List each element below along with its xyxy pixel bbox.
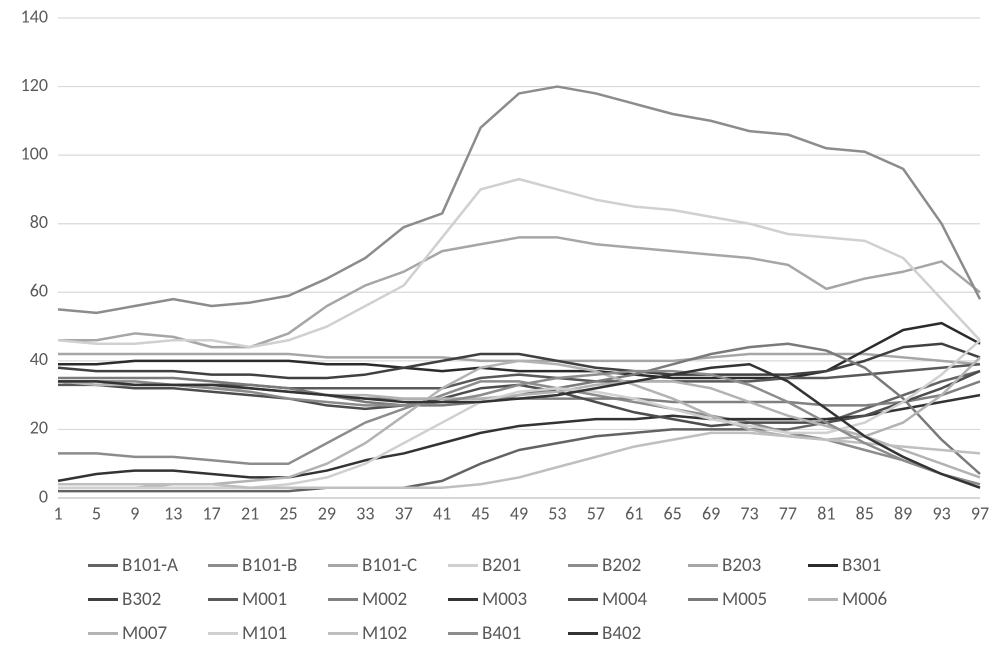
y-tick-label: 120 (21, 74, 48, 96)
x-tick-label: 49 (510, 503, 528, 525)
x-tick-label: 93 (932, 503, 950, 525)
legend-item-m005: M005 (688, 582, 808, 616)
legend-item-b302: B302 (88, 582, 208, 616)
legend-label: M004 (602, 588, 647, 611)
x-tick-label: 81 (817, 503, 835, 525)
legend-label: M101 (242, 622, 287, 645)
x-tick-label: 5 (92, 503, 101, 525)
legend-marker-icon (688, 598, 718, 601)
x-tick-label: 41 (433, 503, 451, 525)
x-tick-label: 53 (548, 503, 566, 525)
series-line-b201 (58, 179, 980, 347)
plot-area: 0204060801001201401591317212529333741454… (58, 18, 980, 498)
x-tick-label: 69 (702, 503, 720, 525)
legend-marker-icon (448, 564, 478, 567)
legend-item-m102: M102 (328, 616, 448, 650)
legend-marker-icon (688, 564, 718, 567)
legend-marker-icon (328, 598, 358, 601)
x-tick-label: 29 (318, 503, 336, 525)
legend-item-b402: B402 (568, 616, 688, 650)
legend-label: M001 (242, 588, 287, 611)
legend-item-m001: M001 (208, 582, 328, 616)
legend-marker-icon (448, 632, 478, 635)
legend-label: B101-B (242, 554, 297, 577)
y-tick-label: 140 (21, 5, 48, 27)
legend-item-m004: M004 (568, 582, 688, 616)
legend-marker-icon (208, 632, 238, 635)
legend: B101-A B101-B B101-C B201 B202 B203 B301 B302 M0… (88, 548, 928, 650)
legend-item-b201: B201 (448, 548, 568, 582)
legend-marker-icon (88, 564, 118, 567)
legend-marker-icon (808, 564, 838, 567)
y-tick-label: 20 (30, 417, 48, 439)
legend-label: B402 (602, 622, 641, 645)
series-line-m102 (58, 433, 980, 488)
legend-item-m006: M006 (808, 582, 928, 616)
x-tick-label: 9 (130, 503, 139, 525)
x-tick-label: 21 (241, 503, 259, 525)
legend-item-b101-a: B101-A (88, 548, 208, 582)
legend-marker-icon (88, 598, 118, 601)
x-tick-label: 45 (471, 503, 489, 525)
legend-marker-icon (448, 598, 478, 601)
x-tick-label: 17 (203, 503, 221, 525)
legend-label: B203 (722, 554, 761, 577)
x-tick-label: 89 (894, 503, 912, 525)
legend-label: M002 (362, 588, 407, 611)
legend-marker-icon (208, 598, 238, 601)
y-tick-label: 80 (30, 211, 48, 233)
legend-label: B201 (482, 554, 521, 577)
y-tick-label: 40 (30, 348, 48, 370)
legend-item-b203: B203 (688, 548, 808, 582)
legend-label: B101-C (362, 554, 417, 577)
x-tick-label: 97 (971, 503, 989, 525)
x-tick-label: 37 (395, 503, 413, 525)
legend-item-m007: M007 (88, 616, 208, 650)
legend-label: M005 (722, 588, 767, 611)
series-line-b202 (58, 87, 980, 313)
legend-item-m101: M101 (208, 616, 328, 650)
legend-marker-icon (568, 564, 598, 567)
legend-marker-icon (568, 632, 598, 635)
y-tick-label: 60 (30, 280, 48, 302)
legend-label: B401 (482, 622, 521, 645)
legend-label: B101-A (122, 554, 178, 577)
x-tick-label: 61 (625, 503, 643, 525)
legend-item-b101-b: B101-B (208, 548, 328, 582)
legend-marker-icon (328, 632, 358, 635)
x-tick-label: 77 (779, 503, 797, 525)
chart-container: 0 20 40 60 80 100 120 140 1 5 9 13 17 21 25 29 33 37 41 45 4… (0, 0, 1000, 672)
x-tick-label: 57 (587, 503, 605, 525)
legend-marker-icon (208, 564, 238, 567)
legend-label: B301 (842, 554, 881, 577)
x-tick-label: 65 (664, 503, 682, 525)
plot-svg: 0204060801001201401591317212529333741454… (58, 18, 980, 498)
legend-label: M006 (842, 588, 887, 611)
y-tick-label: 100 (21, 142, 48, 164)
legend-label: M003 (482, 588, 527, 611)
legend-label: M007 (122, 622, 167, 645)
x-tick-label: 25 (279, 503, 297, 525)
legend-marker-icon (328, 564, 358, 567)
legend-item-b401: B401 (448, 616, 568, 650)
legend-label: B302 (122, 588, 161, 611)
legend-item-m002: M002 (328, 582, 448, 616)
legend-marker-icon (808, 598, 838, 601)
x-tick-label: 13 (164, 503, 182, 525)
x-tick-label: 85 (856, 503, 874, 525)
legend-item-b202: B202 (568, 548, 688, 582)
legend-marker-icon (88, 632, 118, 635)
y-tick-label: 0 (39, 485, 48, 507)
x-tick-label: 1 (53, 503, 62, 525)
series-line-b301 (58, 323, 980, 378)
legend-item-b101-c: B101-C (328, 548, 448, 582)
x-tick-label: 33 (356, 503, 374, 525)
legend-item-m003: M003 (448, 582, 568, 616)
legend-label: M102 (362, 622, 407, 645)
legend-item-b301: B301 (808, 548, 928, 582)
x-tick-label: 73 (740, 503, 758, 525)
legend-marker-icon (568, 598, 598, 601)
legend-label: B202 (602, 554, 641, 577)
